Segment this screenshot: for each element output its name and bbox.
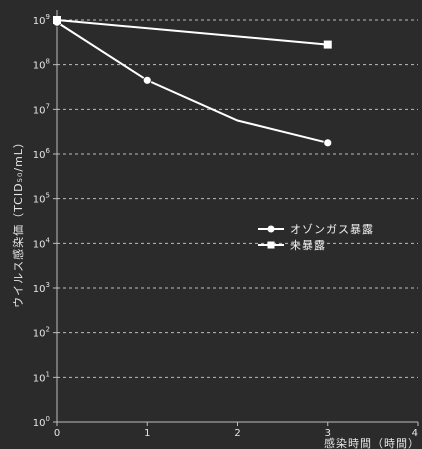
y-tick-label: 102 [33,326,50,340]
y-tick-label: 104 [33,236,51,250]
legend-label: オゾンガス暴露 [290,223,374,236]
x-tick-labels: 0 1 2 3 4 [54,428,418,439]
x-tick-label: 1 [144,428,150,439]
grid [57,19,418,378]
x-tick-label: 0 [54,428,60,439]
x-tick-label: 2 [234,428,240,439]
y-tick-label: 108 [33,58,50,72]
x-tick-label: 4 [412,428,418,439]
series-line-0 [56,21,328,144]
y-tick-label: 109 [33,13,50,27]
y-tick-label: 101 [33,370,50,384]
x-tick-label: 3 [325,428,331,439]
data-point-circle [142,75,152,85]
series-line-1 [56,19,328,46]
data-point-square [323,40,332,49]
legend-marker-square [267,241,275,249]
legend-label: 未暴露 [290,239,326,252]
series-layer [52,16,333,148]
y-tick-label: 105 [33,192,50,206]
x-axis-title: 感染時間（時間） [324,436,420,449]
y-tick-label: 103 [33,281,50,295]
data-point-square [53,16,61,24]
y-tick-label: 106 [33,147,51,161]
y-tick-labels: 100 101 102 103 104 105 106 107 108 109 [33,13,51,429]
y-tick-label: 100 [33,415,50,429]
y-axis-title: ウイルス感染価（TCID₅₀/mL） [11,136,25,308]
legend-marker-circle [267,225,275,233]
data-point-circle [323,138,333,148]
y-tick-label: 107 [33,102,50,116]
axes [53,10,419,426]
